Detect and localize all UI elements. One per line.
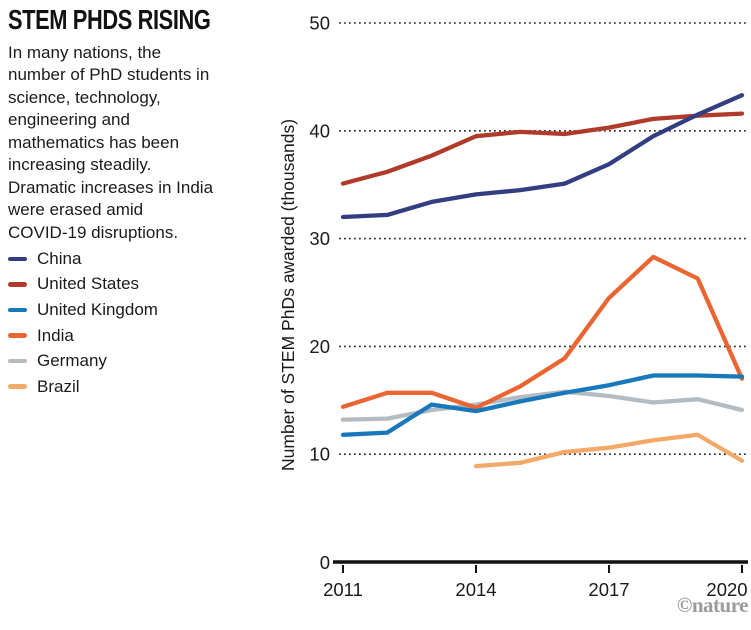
- legend-label-india: India: [37, 325, 74, 345]
- legend-item-germany: Germany: [8, 348, 158, 374]
- legend-label-united-kingdom: United Kingdom: [37, 299, 158, 319]
- legend-label-brazil: Brazil: [37, 376, 80, 396]
- y-tick-label-10: 10: [309, 444, 330, 465]
- chart-title: STEM PHDS RISING: [8, 4, 211, 35]
- legend-swatch-china: [8, 256, 27, 262]
- x-tick-label-2011: 2011: [323, 579, 363, 600]
- legend-item-china: China: [8, 246, 158, 272]
- y-tick-label-40: 40: [309, 120, 330, 141]
- y-tick-label-50: 50: [309, 13, 330, 34]
- line-china: [340, 93, 745, 220]
- y-tick-label-20: 20: [309, 336, 330, 357]
- legend-swatch-united-states: [8, 282, 27, 287]
- legend-swatch-united-kingdom: [8, 307, 27, 313]
- legend-label-china: China: [37, 248, 82, 268]
- x-tick-label-2014: 2014: [455, 579, 496, 600]
- y-tick-label-30: 30: [309, 228, 330, 249]
- info-panel: STEM PHDS RISING In many nations, the nu…: [8, 4, 260, 244]
- y-tick-label-0: 0: [320, 552, 330, 573]
- legend-item-united-kingdom: United Kingdom: [8, 297, 158, 323]
- legend-label-united-states: United States: [37, 274, 140, 294]
- line-united-kingdom: [340, 373, 745, 437]
- legend-item-united-states: United States: [8, 272, 158, 298]
- nature-logo: ©nature: [676, 593, 749, 617]
- line-united-states: [340, 111, 745, 186]
- legend: China United States United Kingdom India…: [8, 246, 158, 400]
- line-germany: [340, 389, 745, 422]
- legend-swatch-india: [8, 333, 27, 338]
- line-brazil: [473, 432, 745, 469]
- legend-item-brazil: Brazil: [8, 374, 158, 400]
- legend-swatch-brazil: [8, 384, 27, 390]
- legend-item-india: India: [8, 323, 158, 349]
- legend-swatch-germany: [8, 358, 27, 364]
- legend-label-germany: Germany: [37, 351, 107, 371]
- x-tick-label-2017: 2017: [588, 579, 629, 600]
- x-tick-label-2020: 2020: [706, 579, 747, 600]
- line-india: [340, 254, 745, 410]
- chart-description: In many nations, the number of PhD stude…: [8, 43, 214, 242]
